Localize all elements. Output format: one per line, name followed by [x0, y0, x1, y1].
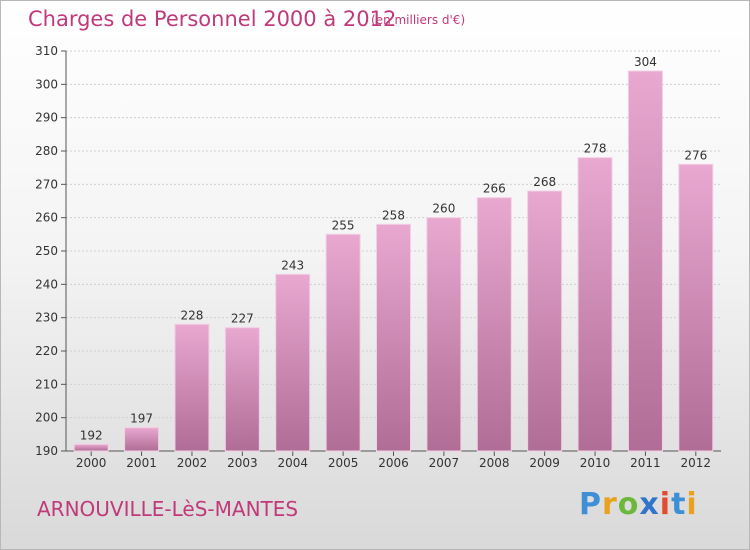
y-tick-label: 310: [35, 44, 58, 58]
proxiti-logo: Proxiti: [579, 487, 698, 522]
bar: [224, 327, 260, 452]
data-label: 304: [634, 55, 657, 69]
bar: [174, 323, 210, 452]
bar: [275, 273, 311, 452]
chart-subtitle: (en milliers d'€): [371, 13, 466, 27]
bar: [325, 233, 361, 452]
x-tick-label: 2002: [177, 456, 208, 470]
data-label: 266: [483, 182, 506, 196]
y-tick-label: 240: [35, 277, 58, 291]
x-tick-label: 2007: [429, 456, 460, 470]
bar: [476, 197, 512, 452]
bar: [577, 157, 613, 452]
data-label: 192: [80, 428, 103, 442]
bar: [678, 163, 714, 452]
x-tick-label: 2005: [328, 456, 359, 470]
data-label: 255: [332, 218, 355, 232]
chart-title: Charges de Personnel 2000 à 2012: [28, 7, 397, 31]
bar: [376, 223, 411, 452]
y-tick-label: 280: [35, 144, 58, 158]
x-tick-label: 2012: [681, 456, 712, 470]
y-tick-label: 260: [35, 211, 58, 225]
y-tick-label: 210: [35, 377, 58, 391]
x-tick-label: 2008: [479, 456, 510, 470]
logo-letter: r: [602, 487, 618, 522]
bar: [73, 443, 109, 452]
x-tick-label: 2010: [580, 456, 611, 470]
logo-letter: i: [659, 487, 672, 522]
x-tick-label: 2001: [126, 456, 157, 470]
data-label: 197: [130, 412, 153, 426]
y-tick-label: 270: [35, 177, 58, 191]
y-tick-label: 220: [35, 344, 58, 358]
logo-letter: o: [617, 487, 640, 522]
x-tick-label: 2009: [529, 456, 560, 470]
x-tick-label: 2004: [277, 456, 308, 470]
bar: [527, 190, 563, 452]
logo-letter: t: [671, 487, 687, 522]
y-tick-label: 230: [35, 311, 58, 325]
bar: [124, 427, 160, 452]
y-tick-label: 290: [35, 111, 58, 125]
logo-letter: i: [686, 487, 698, 522]
data-label: 268: [533, 175, 556, 189]
y-tick-label: 300: [35, 77, 58, 91]
bar: [627, 70, 663, 452]
x-tick-label: 2006: [378, 456, 409, 470]
data-label: 260: [432, 202, 455, 216]
town-name: ARNOUVILLE-LèS-MANTES: [37, 497, 299, 521]
x-tick-label: 2000: [76, 456, 107, 470]
y-tick-label: 250: [35, 244, 58, 258]
data-label: 228: [181, 308, 204, 322]
data-label: 278: [584, 142, 607, 156]
y-tick-label: 190: [35, 444, 58, 458]
logo-letter: x: [639, 487, 660, 522]
bar: [426, 217, 462, 452]
x-tick-label: 2003: [227, 456, 258, 470]
data-label: 258: [382, 208, 405, 222]
data-label: 276: [684, 148, 707, 162]
x-tick-label: 2011: [630, 456, 661, 470]
data-label: 227: [231, 312, 254, 326]
logo-letter: P: [579, 487, 602, 522]
data-label: 243: [281, 258, 304, 272]
y-tick-label: 200: [35, 411, 58, 425]
